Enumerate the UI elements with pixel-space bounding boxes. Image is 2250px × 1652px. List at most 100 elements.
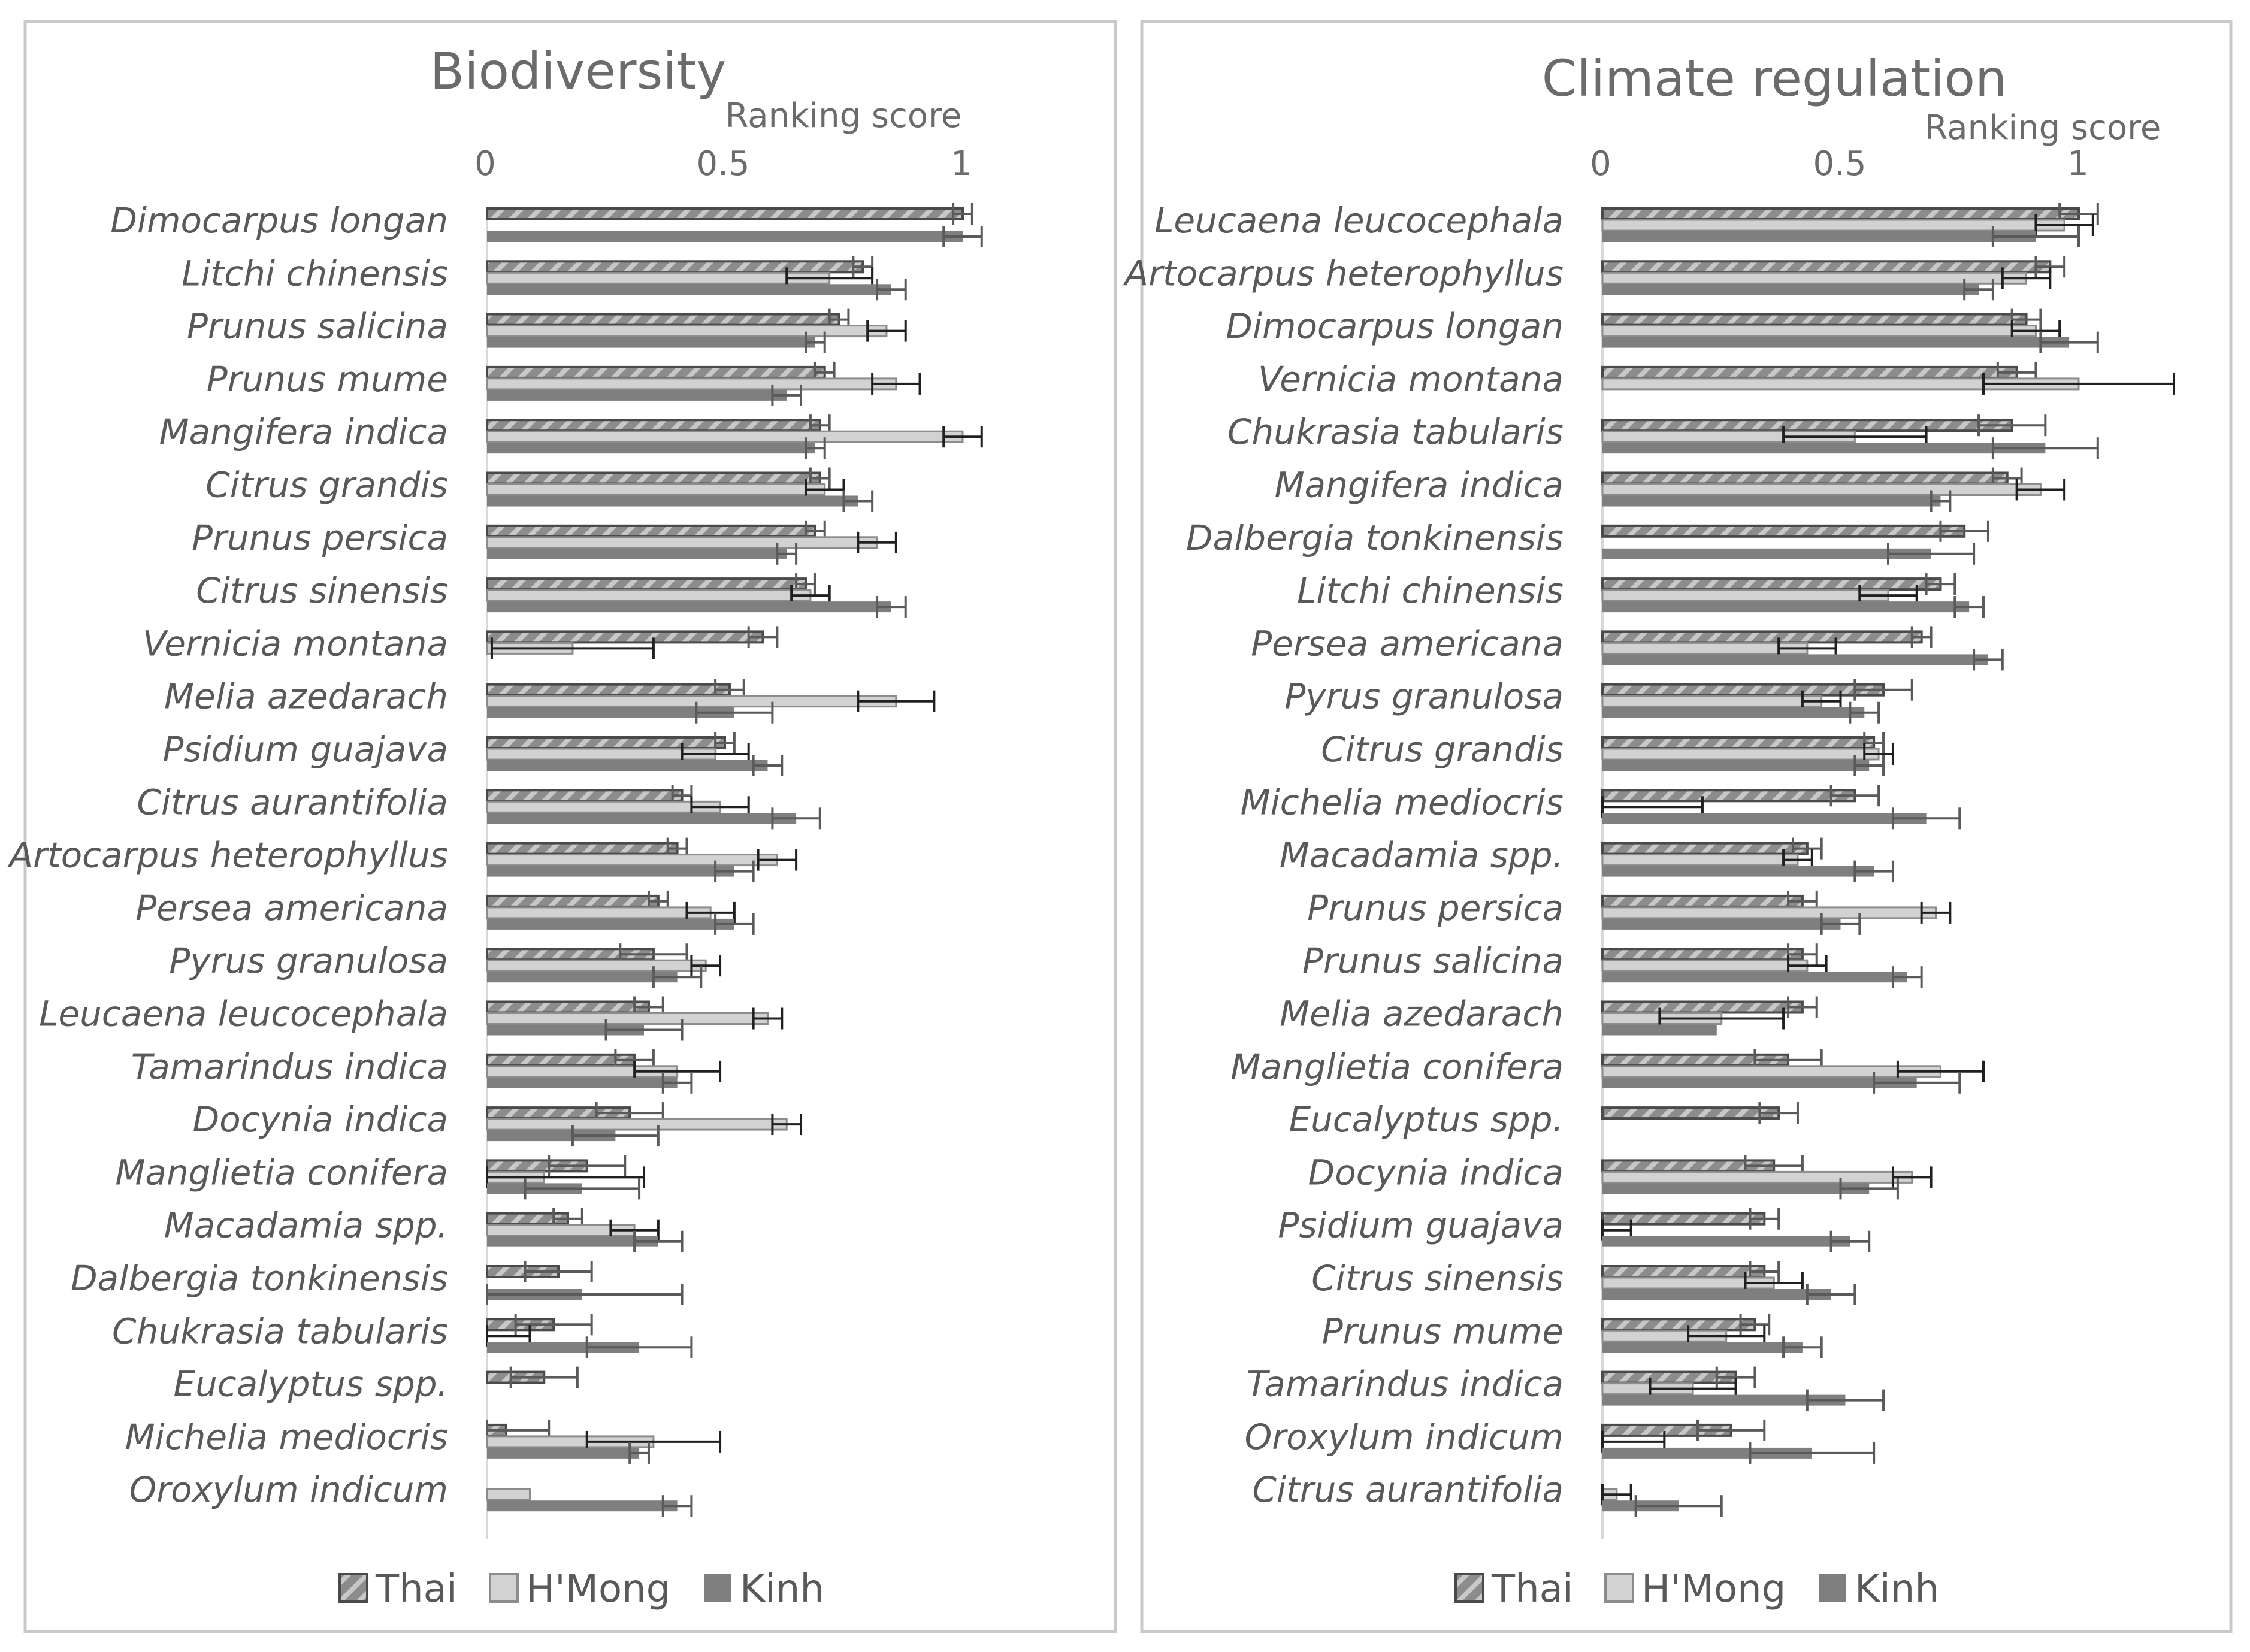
plot-area: Leucaena leucocephala Artocarpus heteroph…	[1122, 200, 2175, 1539]
bar-thai	[1601, 842, 1809, 855]
category-label: Litchi chinensis	[1297, 570, 1563, 611]
bar-h-mong	[486, 906, 712, 919]
category-group-mangifera-indica: Mangifera indica	[159, 412, 983, 459]
bar-kinh	[1602, 654, 1988, 665]
bar-thai	[1601, 894, 1804, 908]
bar-kinh	[487, 866, 734, 877]
bar-thai	[1601, 1265, 1766, 1278]
legend-label-kinh: Kinh	[740, 1567, 824, 1611]
category-label: Psidium guajava	[162, 729, 448, 770]
category-group-citrus-grandis: Citrus grandis	[1321, 729, 1894, 776]
category-group-melia-azedarach: Melia azedarach	[164, 676, 936, 724]
category-group-tamarindus-indica: Tamarindus indica	[131, 1046, 722, 1094]
category-group-mangifera-indica: Mangifera indica	[1275, 465, 2066, 512]
category-label: Persea americana	[135, 888, 448, 928]
bar-h-mong	[486, 800, 721, 813]
category-group-citrus-sinensis: Citrus sinensis	[1311, 1258, 1856, 1305]
bar-thai	[1601, 577, 1942, 591]
bar-kinh	[487, 1447, 640, 1459]
bar-h-mong	[1601, 325, 2037, 338]
bar-kinh	[1602, 918, 1841, 930]
category-group-litchi-chinensis: Litchi chinensis	[182, 253, 907, 301]
category-group-dimocarpus-longan: Dimocarpus longan	[110, 200, 983, 247]
category-group-artocarpus-heterophyllus: Artocarpus heterophyllus	[7, 835, 798, 882]
bar-thai	[1601, 260, 2052, 274]
category-label: Eucalyptus spp.	[173, 1364, 448, 1405]
bar-kinh	[1602, 1183, 1870, 1194]
bar-kinh	[1602, 1394, 1846, 1406]
x-axis-title: Ranking score	[725, 96, 962, 135]
category-group-dalbergia-tonkinensis: Dalbergia tonkinensis	[71, 1258, 684, 1305]
category-group-citrus-aurantifolia: Citrus aurantifolia	[1252, 1469, 1723, 1517]
category-label: Citrus aurantifolia	[1252, 1469, 1563, 1510]
category-label: Prunus salicina	[187, 306, 448, 347]
category-group-oroxylum-indicum: Oroxylum indicum	[1245, 1417, 1876, 1464]
bar-h-mong	[486, 695, 897, 708]
legend-label-hmong: H'Mong	[526, 1567, 670, 1611]
legend-swatch-thai	[1454, 1573, 1484, 1603]
bar-h-mong	[486, 589, 812, 602]
bar-thai	[486, 524, 816, 538]
category-label: Melia azedarach	[164, 676, 448, 717]
legend-swatch-hmong	[489, 1573, 519, 1603]
bar-h-mong	[1601, 959, 1809, 972]
bar-h-mong	[486, 271, 831, 285]
bar-thai	[1601, 1212, 1766, 1226]
chart-title: Biodiversity	[430, 42, 727, 101]
bar-kinh	[487, 972, 678, 983]
bar-thai	[486, 577, 807, 591]
category-group-dalbergia-tonkinensis: Dalbergia tonkinensis	[1186, 518, 1989, 565]
bar-h-mong	[486, 1012, 769, 1025]
bar-thai	[486, 471, 821, 485]
category-group-pyrus-granulosa: Pyrus granulosa	[169, 940, 722, 988]
bar-thai	[1601, 630, 1923, 644]
category-label: Prunus persica	[192, 518, 448, 558]
bar-thai	[1601, 365, 2018, 379]
bar-thai	[486, 842, 679, 855]
panel-biodiversity: Biodiversity Ranking score 0 0.5 1 Dimoc…	[7, 20, 1117, 1633]
category-label: Prunus salicina	[1302, 940, 1563, 981]
category-label: Manglietia conifera	[115, 1152, 448, 1193]
bar-h-mong	[1601, 1170, 1913, 1184]
bar-kinh	[1602, 1342, 1803, 1353]
x-tick-label-0: 0	[474, 144, 496, 183]
category-label: Vernicia montana	[1258, 359, 1563, 400]
bar-h-mong	[1601, 219, 2065, 232]
bar-kinh	[487, 918, 734, 930]
bar-h-mong	[486, 483, 826, 496]
bar-kinh	[1602, 337, 2070, 348]
bar-kinh	[1602, 1447, 1812, 1459]
category-label: Pyrus granulosa	[1284, 676, 1563, 717]
category-group-persea-americana: Persea americana	[135, 888, 755, 935]
bar-kinh	[1602, 707, 1865, 718]
bar-thai	[1601, 736, 1876, 749]
category-label: Oroxylum indicum	[1245, 1417, 1563, 1457]
bar-h-mong	[1601, 854, 1799, 867]
bar-kinh	[1602, 601, 1970, 613]
category-label: Prunus mume	[207, 359, 448, 400]
bar-h-mong	[1601, 589, 1889, 602]
category-group-persea-americana: Persea americana	[1251, 623, 2004, 671]
category-group-citrus-aurantifolia: Citrus aurantifolia	[137, 782, 821, 830]
bar-kinh	[487, 601, 891, 613]
category-group-chukrasia-tabularis: Chukrasia tabularis	[1227, 412, 2099, 459]
bar-thai	[486, 894, 660, 908]
category-group-chukrasia-tabularis: Chukrasia tabularis	[112, 1311, 693, 1358]
legend-swatch-kinh	[704, 1574, 731, 1602]
category-label: Citrus sinensis	[196, 570, 448, 611]
chart-title: Climate regulation	[1542, 49, 2007, 108]
category-group-eucalyptus-spp: Eucalyptus spp.	[173, 1364, 579, 1405]
category-label: Citrus grandis	[205, 465, 448, 506]
panel-climate-regulation: Climate regulation Ranking score 0 0.5 1…	[1122, 20, 2233, 1633]
bar-thai	[486, 630, 764, 644]
category-label: Docynia indica	[193, 1099, 448, 1140]
category-label: Prunus mume	[1322, 1311, 1563, 1351]
category-label: Dimocarpus longan	[110, 200, 448, 241]
bar-kinh	[487, 443, 815, 454]
category-group-eucalyptus-spp: Eucalyptus spp.	[1289, 1099, 1799, 1140]
x-tick-label-2: 1	[2067, 144, 2089, 183]
bar-thai	[486, 260, 864, 274]
category-group-vernicia-montana: Vernicia montana	[143, 623, 779, 664]
category-group-manglietia-conifera: Manglietia conifera	[115, 1152, 646, 1200]
